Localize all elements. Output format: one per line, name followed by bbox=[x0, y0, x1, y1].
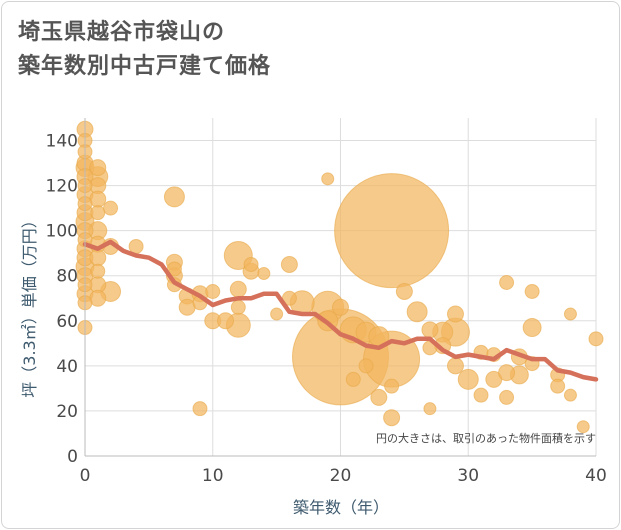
bubble-point bbox=[345, 371, 361, 387]
bubble-point bbox=[588, 331, 604, 347]
y-tick-label: 0 bbox=[67, 447, 78, 467]
bubble-size-note: 円の大きさは、取引のあった物件面積を示す bbox=[376, 431, 596, 445]
y-tick-label: 20 bbox=[56, 402, 78, 422]
bubble-point bbox=[563, 307, 577, 321]
bubble-point bbox=[499, 389, 515, 405]
bubble-point bbox=[243, 256, 259, 272]
bubble-point bbox=[457, 368, 479, 390]
x-tick-label: 10 bbox=[202, 466, 224, 486]
bubble-point bbox=[524, 284, 540, 300]
bubble-point bbox=[522, 318, 542, 338]
bubble-point bbox=[321, 172, 335, 186]
chart-title-line-1: 埼玉県越谷市袋山の bbox=[18, 20, 226, 45]
y-tick-label: 60 bbox=[56, 312, 78, 332]
bubble-point bbox=[192, 401, 208, 417]
bubble-point bbox=[384, 378, 400, 394]
y-tick-label: 80 bbox=[56, 267, 78, 287]
bubble-point bbox=[383, 409, 401, 427]
bubble-point bbox=[89, 249, 107, 267]
y-axis-title: 坪（3.3㎡）単価（万円） bbox=[20, 212, 39, 397]
average-price-line bbox=[82, 239, 599, 382]
bubble-point bbox=[205, 284, 221, 300]
bubble-point bbox=[217, 312, 235, 330]
bubble-point bbox=[332, 298, 349, 316]
bubble-point bbox=[446, 305, 464, 323]
bubble-point bbox=[280, 255, 298, 273]
bubble-point bbox=[576, 420, 590, 434]
x-axis-title: 築年数（年） bbox=[293, 498, 389, 517]
y-tick-label: 140 bbox=[46, 132, 78, 152]
x-tick-label: 30 bbox=[457, 466, 479, 486]
bubble-point bbox=[550, 378, 566, 394]
bubble-point bbox=[229, 280, 247, 298]
bubble-point bbox=[473, 387, 489, 403]
bubble-point bbox=[358, 358, 374, 374]
y-tick-label: 40 bbox=[56, 357, 78, 377]
bubble-point bbox=[370, 388, 388, 406]
bubble-point bbox=[90, 205, 106, 221]
bubble-point bbox=[334, 173, 450, 289]
bubble-point bbox=[90, 263, 106, 279]
chart-title: 埼玉県越谷市袋山の 築年数別中古戸建て価格 bbox=[18, 16, 271, 84]
bubble-point bbox=[270, 307, 284, 321]
bubble-series bbox=[75, 120, 604, 434]
x-tick-label: 0 bbox=[80, 466, 91, 486]
y-tick-label: 120 bbox=[46, 177, 78, 197]
bubble-point bbox=[498, 364, 516, 382]
bubble-point bbox=[423, 402, 437, 416]
bubble-point bbox=[446, 357, 464, 375]
bubble-point bbox=[421, 321, 439, 339]
chart-title-line-2: 築年数別中古戸建て価格 bbox=[18, 54, 272, 79]
bubble-point bbox=[563, 388, 577, 402]
bubble-point bbox=[257, 266, 271, 280]
y-tick-label: 100 bbox=[46, 222, 78, 242]
bubble-point bbox=[89, 159, 107, 177]
bubble-point bbox=[395, 283, 413, 301]
axes: 0 20 40 60 80 100 120 140 0 10 20 30 40 bbox=[46, 118, 607, 486]
bubble-point bbox=[103, 200, 119, 216]
bubble-point bbox=[499, 274, 515, 290]
bubble-point bbox=[230, 299, 246, 315]
bubble-point bbox=[163, 186, 185, 208]
bubble-point bbox=[128, 238, 144, 254]
x-tick-label: 40 bbox=[585, 466, 607, 486]
trend-line-series bbox=[82, 239, 599, 382]
x-tick-label: 20 bbox=[330, 466, 352, 486]
bubble-point bbox=[406, 301, 428, 323]
